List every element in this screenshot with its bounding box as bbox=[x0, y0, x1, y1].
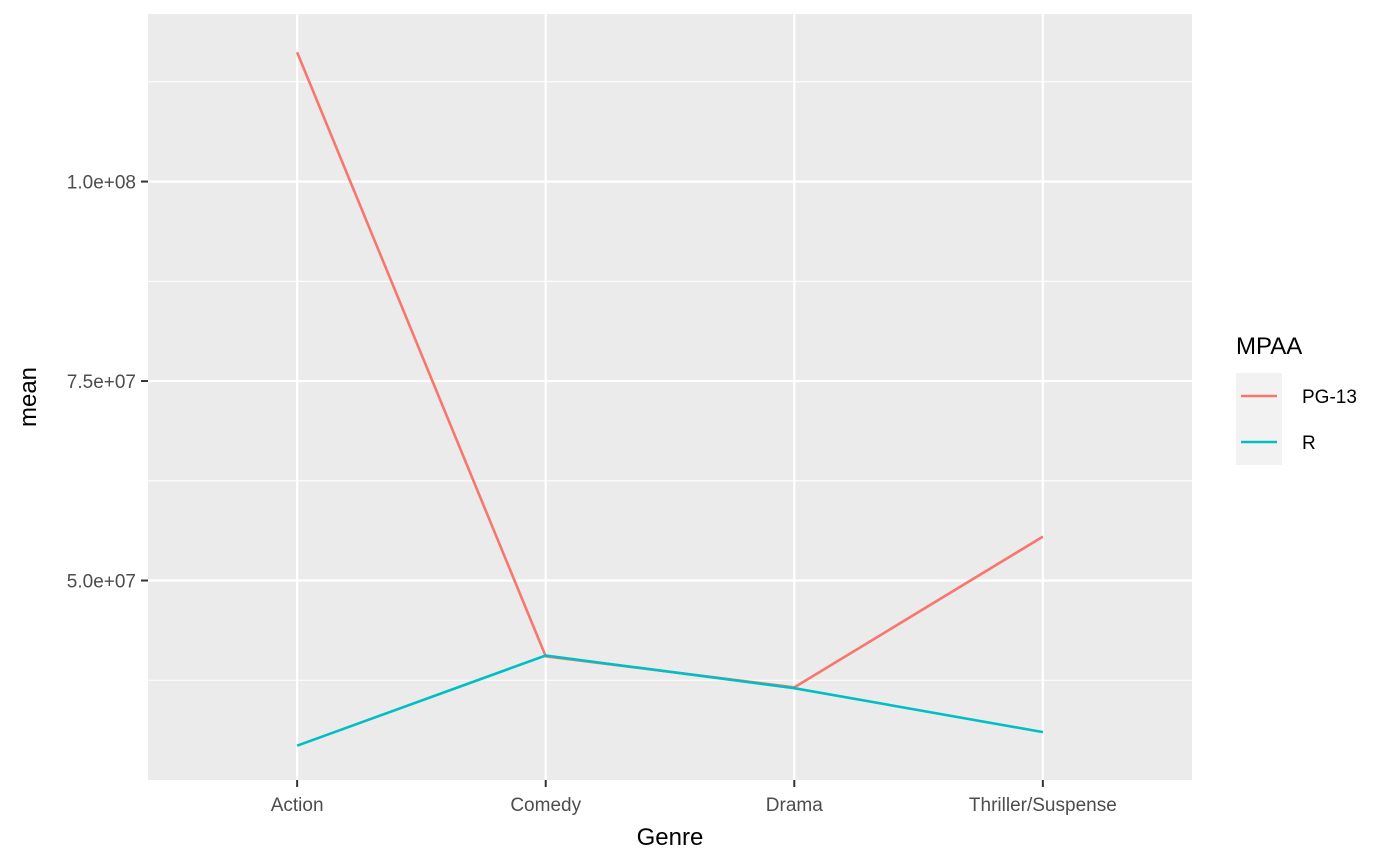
grid-minor bbox=[148, 81, 1192, 681]
x-axis: Action Comedy Drama Thriller/Suspense bbox=[271, 780, 1117, 816]
legend-label: R bbox=[1302, 433, 1316, 454]
series-lines bbox=[295, 51, 1044, 747]
legend-title: MPAA bbox=[1236, 333, 1302, 360]
grid-major bbox=[148, 14, 1192, 780]
series-line-r bbox=[296, 654, 1044, 747]
x-tick-label: Action bbox=[271, 795, 324, 816]
x-axis-title: Genre bbox=[637, 824, 704, 851]
y-tick-label: 1.0e+08 bbox=[67, 173, 136, 194]
x-tick-label: Thriller/Suspense bbox=[969, 795, 1117, 816]
legend: MPAA PG-13 R bbox=[1236, 333, 1357, 465]
x-tick-label: Comedy bbox=[510, 795, 581, 816]
legend-items: PG-13 R bbox=[1236, 373, 1357, 465]
y-tick-label: 5.0e+07 bbox=[67, 572, 136, 593]
y-axis-title: mean bbox=[15, 367, 42, 427]
x-tick-label: Drama bbox=[766, 795, 823, 816]
y-axis: 5.0e+07 7.5e+07 1.0e+08 bbox=[67, 173, 148, 593]
y-tick-label: 7.5e+07 bbox=[67, 372, 136, 393]
legend-label: PG-13 bbox=[1302, 387, 1357, 408]
plot-panel bbox=[148, 14, 1192, 780]
